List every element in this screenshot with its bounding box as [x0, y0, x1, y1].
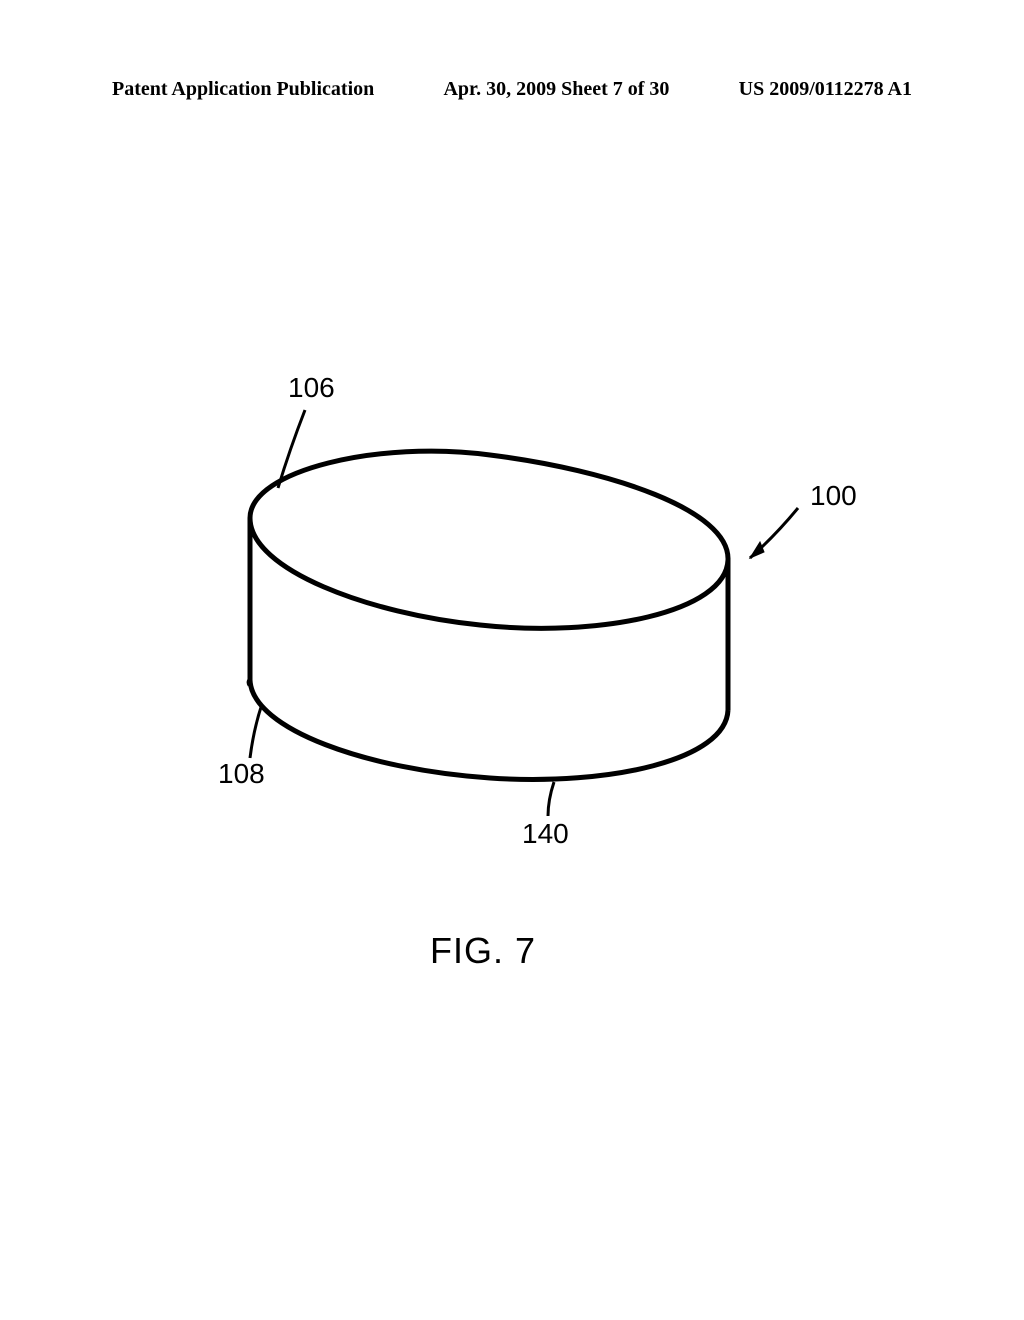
- ref-108: 108: [218, 758, 265, 790]
- header-right: US 2009/0112278 A1: [739, 78, 912, 101]
- bottom-arc: [250, 680, 728, 779]
- lead-line-140: [548, 782, 554, 816]
- cylinder-drawing: [170, 370, 870, 910]
- patent-figure: 106 100 108 140: [170, 370, 870, 910]
- lead-line-108: [250, 704, 262, 758]
- ref-100: 100: [810, 480, 857, 512]
- arrowhead-100: [750, 542, 764, 558]
- ref-106: 106: [288, 372, 335, 404]
- page-header: Patent Application Publication Apr. 30, …: [0, 78, 1024, 101]
- figure-caption: FIG. 7: [430, 930, 536, 972]
- top-ellipse: [250, 451, 728, 628]
- left-wall: [249, 518, 250, 685]
- header-left: Patent Application Publication: [112, 78, 374, 101]
- header-center: Apr. 30, 2009 Sheet 7 of 30: [443, 78, 669, 101]
- ref-140: 140: [522, 818, 569, 850]
